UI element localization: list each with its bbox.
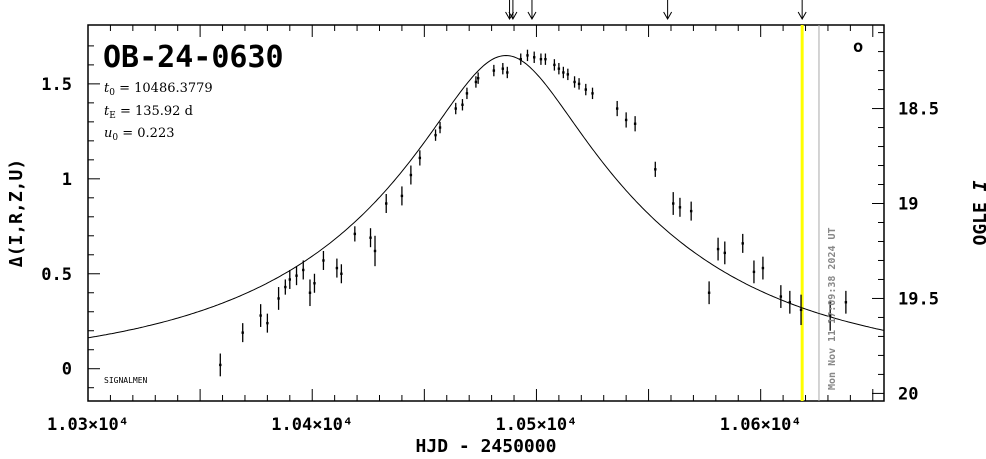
data-point	[340, 272, 343, 275]
data-point	[369, 236, 372, 239]
data-point	[741, 242, 744, 245]
data-point	[492, 69, 496, 72]
data-point	[295, 274, 298, 277]
data-point	[533, 56, 536, 59]
data-point	[288, 278, 292, 281]
data-point	[284, 285, 287, 289]
data-point	[577, 82, 581, 86]
signalmen-label: SIGNALMEN	[104, 376, 148, 385]
data-point	[385, 202, 388, 205]
data-point	[828, 314, 832, 317]
timestamp-label: Mon Nov 11 17:09:38 2024 UT	[827, 227, 838, 390]
right-y-axis-title: OGLE I	[970, 180, 986, 245]
data-point	[454, 107, 457, 110]
data-point	[591, 92, 594, 95]
data-point	[322, 259, 325, 262]
arrow-head	[527, 11, 537, 21]
param-tE: tE = 135.92 d	[104, 104, 193, 121]
data-point	[557, 67, 561, 70]
data-point	[566, 73, 570, 76]
data-point	[241, 331, 244, 334]
data-point	[553, 63, 556, 67]
x-axis-ticks: 1.03×10⁴ 1.04×10⁴ 1.05×10⁴ 1.06×10⁴	[47, 25, 874, 435]
data-point	[654, 168, 657, 171]
x-tick-label: 1.03×10⁴	[47, 415, 129, 435]
data-point	[409, 173, 413, 177]
data-point	[335, 266, 339, 270]
arrow-head	[797, 11, 807, 21]
data-point	[400, 194, 404, 198]
y-tick-label-right: 20	[898, 384, 918, 404]
data-point	[302, 268, 305, 272]
data-point	[752, 270, 756, 274]
data-point	[308, 291, 312, 294]
data-point	[788, 301, 792, 304]
right-y-axis-title-text: OGLE	[970, 191, 986, 245]
top-arrows	[505, 0, 807, 21]
data-point	[353, 232, 357, 236]
arrow-head	[508, 11, 518, 21]
data-point	[501, 67, 505, 70]
data-point	[461, 103, 464, 106]
data-point	[707, 291, 711, 294]
data-point	[476, 76, 480, 80]
data-point	[519, 57, 522, 61]
data-point	[544, 57, 547, 61]
y-tick-label-left: 0	[62, 360, 72, 380]
corner-symbol: o	[853, 37, 863, 57]
data-point	[624, 118, 628, 122]
x-axis-title: HJD - 2450000	[416, 436, 557, 457]
data-point	[678, 206, 682, 209]
data-point	[615, 107, 619, 110]
data-point	[779, 295, 783, 298]
y-tick-label-right: 18.5	[898, 100, 939, 120]
data-point	[761, 266, 765, 270]
data-point	[474, 80, 478, 84]
data-point	[418, 156, 422, 160]
data-point	[799, 308, 803, 312]
data-point	[689, 209, 693, 213]
model-curve	[87, 54, 885, 339]
data-point	[526, 54, 529, 57]
right-y-axis-ticks: 18.5 19 19.5 20	[872, 32, 939, 404]
y-tick-label-left: 1.5	[41, 75, 72, 95]
data-point	[277, 297, 280, 300]
data-point	[266, 321, 269, 325]
data-point	[573, 80, 576, 84]
y-tick-label-right: 19.5	[898, 289, 939, 309]
arrow-head	[505, 11, 514, 21]
data-point	[723, 251, 726, 255]
x-tick-label: 1.05×10⁴	[496, 415, 578, 435]
data-point	[506, 71, 509, 74]
left-y-axis-title: Δ(I,R,Z,U)	[6, 159, 27, 267]
y-tick-label-right: 19	[898, 195, 918, 215]
data-point	[672, 202, 675, 205]
event-name: OB-24-0630	[103, 40, 284, 75]
data-point	[633, 122, 637, 125]
x-tick-label: 1.04×10⁴	[271, 415, 353, 435]
data-point	[434, 133, 437, 137]
right-y-axis-title-italic: I	[970, 180, 986, 191]
data-point	[562, 71, 565, 74]
data-points	[219, 49, 848, 377]
param-u0: u0 = 0.223	[104, 126, 174, 143]
arrow-head	[663, 11, 673, 21]
data-point	[465, 92, 469, 95]
data-point	[219, 363, 222, 367]
data-point	[438, 126, 442, 129]
data-point	[844, 301, 848, 304]
data-point	[584, 88, 587, 91]
data-point	[259, 314, 262, 317]
data-point	[373, 249, 377, 253]
y-tick-label-left: 0.5	[41, 265, 72, 285]
data-point	[716, 247, 720, 251]
plot-frame	[87, 24, 885, 402]
param-t0: t0 = 10486.3779	[104, 81, 213, 98]
y-tick-label-left: 1	[62, 170, 72, 190]
data-point	[313, 282, 316, 285]
data-point	[539, 57, 543, 61]
x-tick-label: 1.06×10⁴	[720, 415, 802, 435]
left-y-axis-ticks: 0 0.5 1 1.5	[41, 45, 100, 389]
